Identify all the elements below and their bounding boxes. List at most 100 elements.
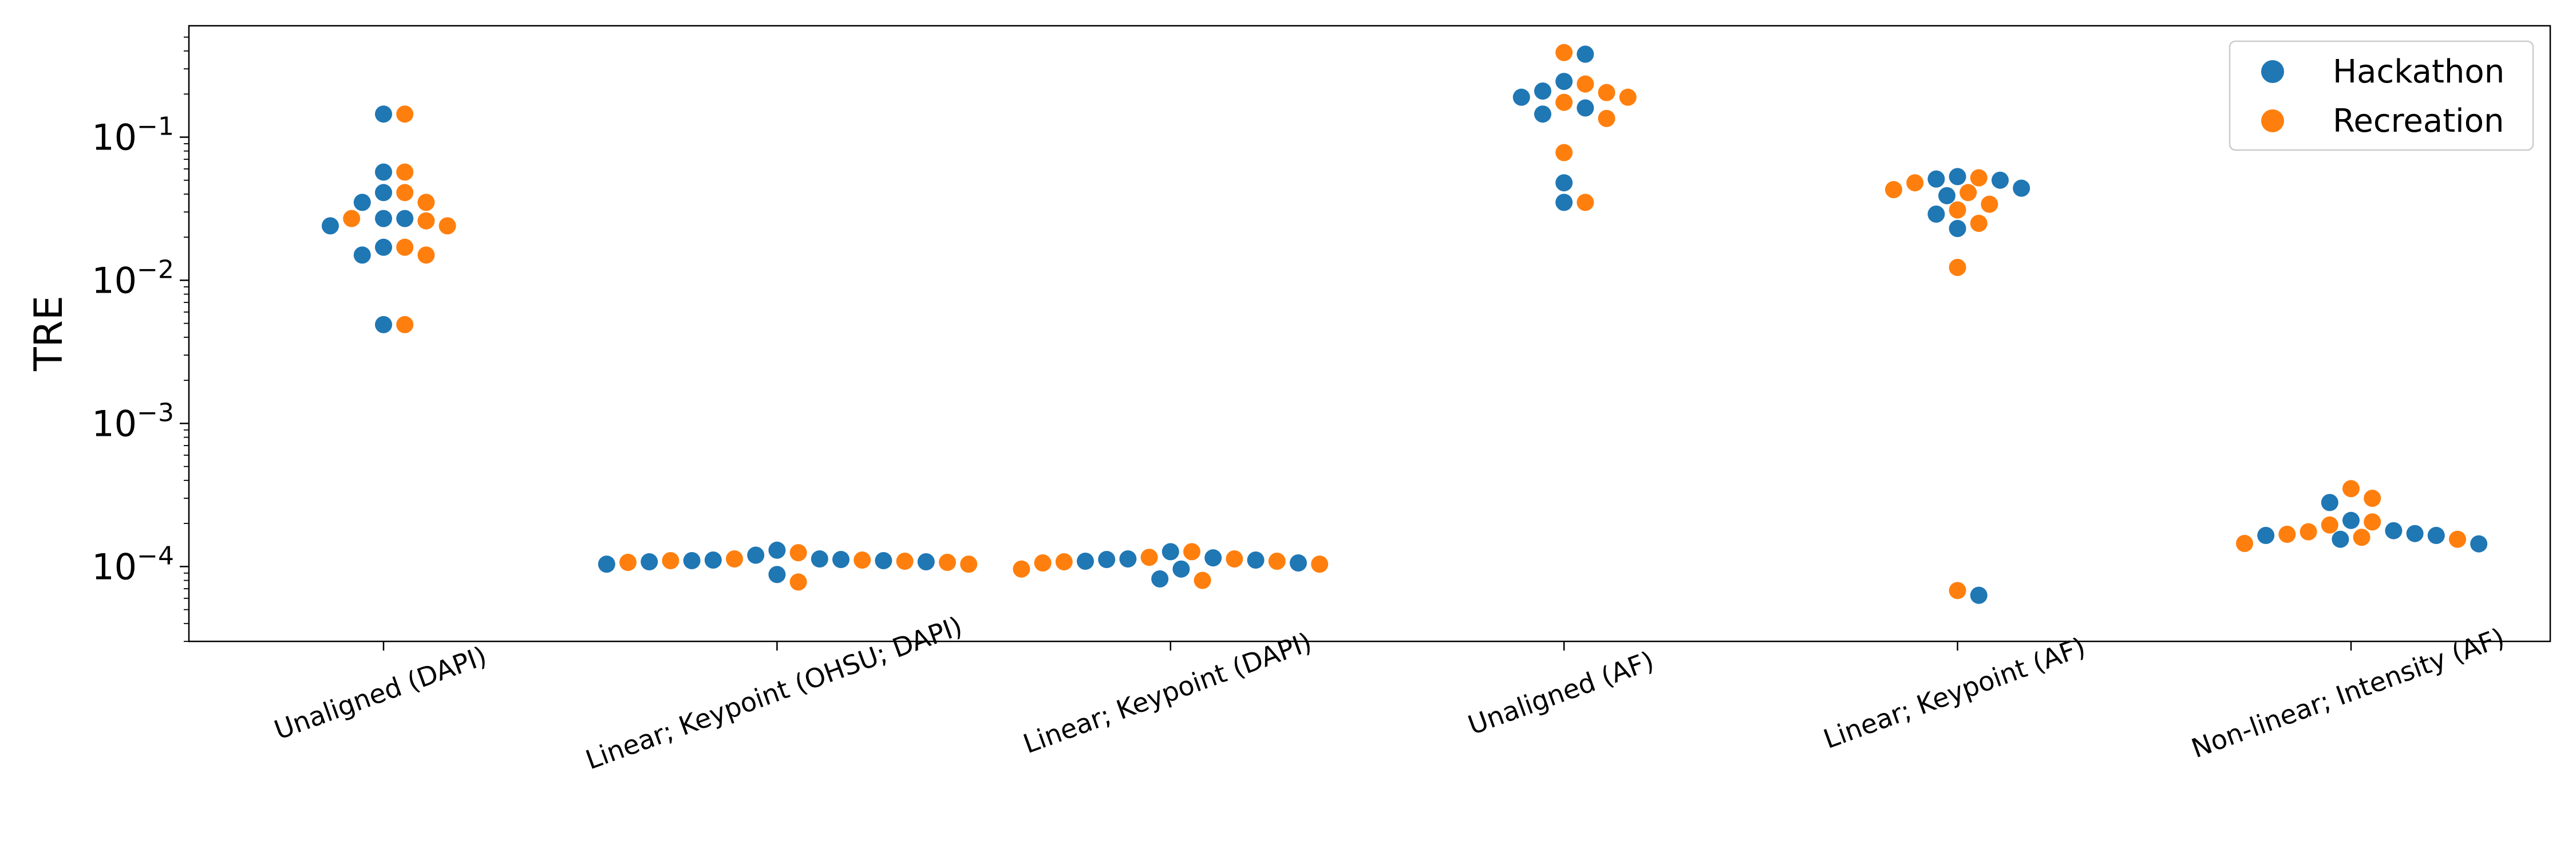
data-point-recreation [1949, 259, 1966, 276]
data-point-hackathon [1512, 88, 1530, 106]
data-point-hackathon [1949, 168, 1966, 186]
data-point-hackathon [832, 551, 850, 568]
data-point-hackathon [375, 238, 392, 256]
data-point-recreation [396, 238, 414, 256]
data-point-hackathon [917, 553, 935, 570]
data-point-recreation [1034, 554, 1052, 572]
data-point-hackathon [1555, 174, 1573, 192]
data-point-hackathon [704, 551, 722, 569]
data-point-recreation [726, 550, 743, 568]
data-point-recreation [1577, 194, 1594, 211]
data-point-hackathon [1577, 99, 1594, 117]
data-point-hackathon [322, 217, 339, 235]
data-point-hackathon [1949, 220, 1966, 237]
data-point-recreation [1055, 553, 1073, 570]
data-point-recreation [2364, 513, 2381, 531]
data-point-hackathon [1119, 550, 1137, 568]
data-point-recreation [417, 212, 435, 230]
data-point-hackathon [768, 541, 786, 559]
data-point-recreation [1226, 550, 1243, 568]
data-point-recreation [1959, 184, 1977, 202]
data-point-recreation [2236, 535, 2253, 552]
data-point-recreation [854, 551, 871, 569]
data-point-hackathon [2342, 511, 2360, 529]
data-point-recreation [438, 217, 456, 235]
data-point-recreation [1183, 543, 1200, 561]
data-point-recreation [1268, 553, 1286, 570]
data-point-recreation [2300, 523, 2317, 541]
y-tick-exponent: −1 [137, 112, 174, 141]
data-point-hackathon [1172, 560, 1190, 578]
data-point-recreation [960, 555, 978, 573]
data-point-hackathon [375, 210, 392, 227]
legend-box [2229, 40, 2534, 151]
data-point-recreation [1598, 109, 1615, 127]
data-point-recreation [619, 554, 637, 571]
y-tick-base: 10 [92, 546, 137, 588]
y-tick-base: 10 [92, 116, 137, 158]
data-point-hackathon [1077, 553, 1094, 570]
y-tick-label: 10−2 [92, 255, 174, 301]
data-point-hackathon [1534, 105, 1551, 123]
legend-label: Recreation [2333, 103, 2504, 140]
data-point-hackathon [1927, 170, 1945, 188]
data-point-hackathon [598, 555, 615, 573]
data-point-hackathon [2257, 527, 2275, 544]
data-point-recreation [396, 105, 414, 123]
data-points [322, 44, 2488, 604]
data-point-recreation [417, 194, 435, 211]
data-point-recreation [2364, 490, 2381, 507]
data-point-hackathon [747, 546, 765, 564]
data-point-hackathon [2470, 535, 2488, 553]
data-point-hackathon [1555, 73, 1573, 90]
data-point-hackathon [811, 550, 828, 568]
data-point-recreation [1598, 84, 1615, 101]
data-point-recreation [896, 553, 914, 570]
data-point-hackathon [2385, 522, 2403, 539]
data-point-recreation [1013, 560, 1030, 578]
data-point-hackathon [375, 163, 392, 181]
y-tick-base: 10 [92, 259, 137, 301]
data-point-hackathon [683, 552, 701, 569]
data-point-hackathon [375, 105, 392, 123]
data-point-recreation [396, 316, 414, 333]
y-tick-label: 10−4 [92, 541, 174, 588]
data-point-recreation [662, 552, 679, 569]
data-point-hackathon [375, 316, 392, 333]
data-point-recreation [417, 246, 435, 264]
data-point-recreation [2342, 480, 2360, 498]
data-point-hackathon [1204, 549, 1222, 567]
y-tick-exponent: −3 [137, 398, 174, 427]
data-point-hackathon [875, 552, 892, 569]
legend: Hackathon Recreation [2229, 40, 2534, 151]
data-point-hackathon [1927, 205, 1945, 223]
data-point-recreation [1577, 75, 1594, 93]
y-axis: 10−110−210−310−4 [92, 36, 189, 642]
data-point-hackathon [1290, 554, 1307, 572]
data-point-hackathon [353, 246, 371, 264]
legend-marker-recreation [2261, 109, 2284, 132]
data-point-recreation [1555, 93, 1573, 111]
data-point-recreation [789, 573, 807, 591]
data-point-hackathon [396, 210, 414, 227]
data-point-hackathon [2427, 527, 2445, 544]
data-point-recreation [1140, 549, 1158, 566]
data-point-hackathon [2013, 179, 2030, 197]
data-point-hackathon [1970, 586, 1988, 604]
data-point-hackathon [1534, 82, 1551, 100]
data-point-hackathon [375, 184, 392, 202]
data-point-hackathon [2321, 494, 2338, 511]
data-point-recreation [1885, 181, 1902, 199]
data-point-recreation [939, 554, 956, 571]
y-tick-label: 10−1 [92, 112, 174, 158]
data-point-hackathon [1577, 45, 1594, 63]
data-point-hackathon [1938, 187, 1955, 204]
y-tick-base: 10 [92, 403, 137, 444]
data-point-hackathon [1151, 570, 1169, 588]
data-point-recreation [1970, 215, 1988, 232]
data-point-recreation [1619, 88, 1637, 106]
data-point-hackathon [1555, 194, 1573, 211]
data-point-recreation [1906, 174, 1924, 192]
y-tick-exponent: −4 [137, 541, 174, 570]
